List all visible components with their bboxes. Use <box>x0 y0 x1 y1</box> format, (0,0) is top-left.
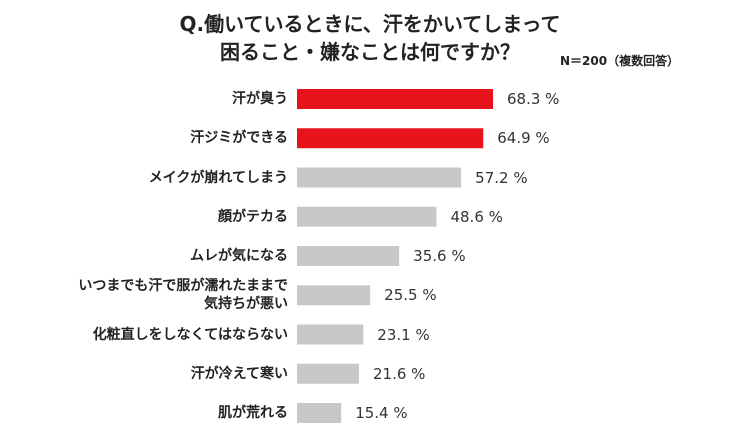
category-label: 汗ジミができる <box>190 130 288 147</box>
category-label: ムレが気になる <box>190 248 288 264</box>
value-label: 21.6 % <box>372 364 426 383</box>
bar <box>297 246 400 266</box>
value-label: 15.4 % <box>355 404 408 422</box>
chart-subtitle: N＝200（複数回答） <box>560 54 680 68</box>
bar <box>297 128 484 149</box>
category-label: 化粧直しをしなくてはならない <box>92 326 288 343</box>
category-label: メイクが崩れてしまう <box>148 169 288 186</box>
category-label: 顔がテカる <box>218 208 288 225</box>
value-label: 64.9 % <box>497 129 550 148</box>
bar <box>297 403 342 423</box>
category-label: 汗が臭う <box>232 91 288 107</box>
value-label: 68.3 % <box>507 90 560 108</box>
category-label: 肌が荒れる <box>218 405 288 421</box>
category-label: いつまでも汗で服が濡れたままで 気持ちが悪い <box>78 278 288 313</box>
value-label: 48.6 % <box>450 207 503 226</box>
value-label: 35.6 % <box>413 247 466 265</box>
value-label: 25.5 % <box>384 286 437 305</box>
bar <box>297 285 371 306</box>
chart-title: Q.働いているときに、汗をかいてしまって <box>179 12 561 36</box>
bar <box>297 324 364 345</box>
chart-title: 困ること・嫌なことは何ですか？ <box>220 40 520 64</box>
bar <box>297 167 462 188</box>
value-label: 23.1 % <box>377 325 430 344</box>
bar <box>297 206 437 227</box>
value-label: 57.2 % <box>475 168 528 187</box>
category-label: 汗が冷えて寒い <box>190 365 288 382</box>
bar <box>297 363 359 384</box>
bar <box>297 89 494 109</box>
